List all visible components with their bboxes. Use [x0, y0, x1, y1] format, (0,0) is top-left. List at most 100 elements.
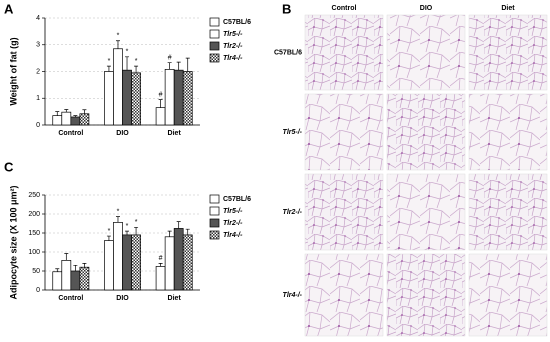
- bar: [182, 71, 193, 126]
- error-bar: [176, 221, 181, 229]
- error-bar: [134, 226, 139, 235]
- x-tick-label: Diet: [168, 130, 182, 137]
- x-tick-label: Control: [58, 130, 83, 137]
- error-bar: [125, 230, 130, 235]
- panel-label: B: [282, 1, 291, 16]
- legend-swatch: [209, 41, 220, 51]
- y-tick-label: 150: [28, 230, 40, 237]
- legend-label: C57BL/6: [223, 196, 251, 203]
- bar: [164, 69, 175, 126]
- bar: [79, 266, 90, 291]
- histology-image: [304, 173, 384, 251]
- bar: [155, 107, 166, 126]
- y-tick-label: 1: [36, 95, 40, 102]
- y-tick-label: 200: [28, 211, 40, 218]
- y-tick-label: 100: [28, 249, 40, 256]
- error-bar: [82, 263, 87, 268]
- error-bar: [167, 230, 172, 237]
- y-tick-label: 250: [28, 192, 40, 199]
- histology-panel: B Control DIO Diet C57BL/6 Tlr5-/- Tlr2-/- Tlr4…: [274, 1, 548, 337]
- bar: [182, 234, 193, 291]
- bar: [173, 69, 184, 126]
- histology-image: [386, 173, 466, 251]
- error-bar: [167, 62, 172, 70]
- x-tick-label: DIO: [116, 130, 129, 137]
- x-tick-label: Diet: [168, 295, 182, 302]
- bar: [173, 228, 184, 291]
- error-bar: [82, 109, 87, 114]
- histology-image: [468, 14, 548, 91]
- legend-swatch: [209, 29, 220, 39]
- bar: [70, 116, 81, 126]
- histology-image: [304, 253, 384, 337]
- bar: [164, 236, 175, 291]
- column-label: Diet: [501, 5, 515, 12]
- error-bar: [185, 228, 190, 235]
- significance-marker: *: [117, 209, 120, 216]
- legend-swatch: [209, 194, 220, 204]
- y-tick-label: 0: [36, 122, 40, 129]
- row-label: Tlr4-/-: [283, 292, 303, 299]
- error-bar: [115, 40, 120, 49]
- y-tick-label: 2: [36, 68, 40, 75]
- bar: [131, 234, 141, 291]
- significance-marker: *: [126, 49, 129, 56]
- histology-image: [468, 253, 548, 337]
- panel-label: A: [4, 1, 14, 16]
- y-axis-label: Adipocyte size (X 100 μm²): [8, 185, 18, 299]
- bar: [61, 111, 72, 126]
- error-bar: [125, 56, 130, 71]
- y-tick-label: 3: [36, 42, 40, 49]
- bar: [61, 260, 72, 291]
- bar: [113, 48, 123, 126]
- y-tick-label: 0: [36, 287, 40, 294]
- row-label: Tlr2-/-: [283, 209, 303, 216]
- error-bar: [73, 115, 78, 117]
- bar: [104, 71, 114, 126]
- significance-marker: *: [126, 223, 129, 230]
- legend-label: Tlr4-/-: [223, 232, 243, 239]
- column-label: DIO: [420, 5, 433, 12]
- bar: [131, 72, 141, 126]
- legend-swatch: [209, 230, 220, 240]
- legend-label: Tlr4-/-: [223, 55, 243, 62]
- bar: [70, 270, 81, 291]
- histology-image: [468, 93, 548, 171]
- legend-swatch: [209, 218, 220, 228]
- y-tick-label: 50: [32, 268, 40, 275]
- x-tick-label: DIO: [116, 295, 129, 302]
- error-bar: [55, 111, 60, 116]
- legend-label: Tlr5-/-: [223, 208, 243, 215]
- error-bar: [158, 263, 163, 267]
- row-label: C57BL/6: [274, 49, 302, 56]
- bar: [52, 115, 63, 126]
- error-bar: [158, 99, 163, 108]
- histology-image: [386, 93, 466, 171]
- error-bar: [185, 57, 190, 72]
- y-tick-label: 4: [36, 15, 40, 22]
- error-bar: [73, 264, 78, 271]
- significance-marker: #: [168, 55, 172, 62]
- error-bar: [176, 61, 181, 71]
- bar: [122, 234, 132, 291]
- legend-swatch: [209, 206, 220, 216]
- error-bar: [134, 65, 139, 73]
- histology-image: [304, 14, 384, 91]
- legend-swatch: [209, 17, 220, 27]
- significance-marker: *: [108, 58, 111, 65]
- legend-label: C57BL/6: [223, 19, 251, 26]
- bar: [122, 69, 132, 126]
- bar: [113, 222, 123, 291]
- legend-label: Tlr2-/-: [223, 220, 243, 227]
- histology-image: [386, 14, 466, 91]
- legend-swatch: [209, 53, 220, 63]
- error-bar: [64, 109, 69, 113]
- y-axis-label: Weight of fat (g): [8, 37, 18, 105]
- significance-marker: *: [135, 219, 138, 226]
- row-label: Tlr5-/-: [283, 129, 303, 136]
- significance-marker: *: [117, 33, 120, 40]
- legend-label: Tlr5-/-: [223, 31, 243, 38]
- histology-image: [468, 173, 548, 251]
- error-bar: [106, 235, 111, 241]
